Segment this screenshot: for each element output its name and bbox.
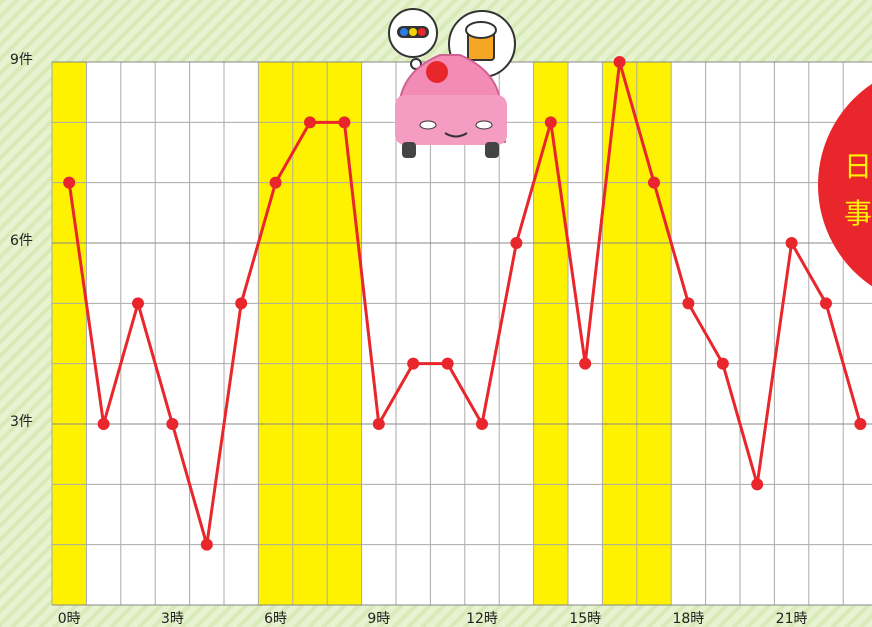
badge-text: 日 bbox=[844, 150, 872, 183]
y-tick-label: 6件 bbox=[10, 233, 33, 249]
data-point bbox=[614, 56, 626, 68]
chart: 日事 3件 6件 9件 0時 3時 6時 9時 12時 15時 18時 21時 bbox=[0, 0, 872, 627]
data-point bbox=[235, 297, 247, 309]
data-point bbox=[338, 116, 350, 128]
data-point bbox=[166, 418, 178, 430]
data-point bbox=[717, 358, 729, 370]
badge-text: 事 bbox=[844, 197, 872, 230]
x-tick-label: 15時 bbox=[569, 611, 601, 627]
data-point bbox=[682, 297, 694, 309]
data-point bbox=[476, 418, 488, 430]
highlight-band bbox=[602, 62, 636, 605]
data-point bbox=[579, 358, 591, 370]
x-tick-label: 12時 bbox=[466, 611, 498, 627]
data-point bbox=[373, 418, 385, 430]
highlight-band bbox=[534, 62, 568, 605]
data-point bbox=[63, 177, 75, 189]
x-tick-label: 6時 bbox=[264, 611, 287, 627]
data-point bbox=[648, 177, 660, 189]
x-tick-label: 0時 bbox=[58, 611, 81, 627]
data-point bbox=[751, 478, 763, 490]
data-point bbox=[820, 297, 832, 309]
x-tick-label: 9時 bbox=[367, 611, 390, 627]
data-point bbox=[407, 358, 419, 370]
data-point bbox=[201, 539, 213, 551]
highlight-band bbox=[52, 62, 86, 605]
data-point bbox=[854, 418, 866, 430]
y-tick-label: 3件 bbox=[10, 414, 33, 430]
x-tick-label: 21時 bbox=[776, 611, 808, 627]
y-tick-label: 9件 bbox=[10, 52, 33, 68]
highlight-band bbox=[258, 62, 292, 605]
data-point bbox=[132, 297, 144, 309]
data-point bbox=[270, 177, 282, 189]
x-tick-label: 18時 bbox=[672, 611, 704, 627]
data-point bbox=[98, 418, 110, 430]
data-point bbox=[786, 237, 798, 249]
highlight-band bbox=[327, 62, 361, 605]
x-tick-label: 3時 bbox=[161, 611, 184, 627]
data-point bbox=[304, 116, 316, 128]
data-point bbox=[442, 358, 454, 370]
data-point bbox=[510, 237, 522, 249]
data-point bbox=[545, 116, 557, 128]
